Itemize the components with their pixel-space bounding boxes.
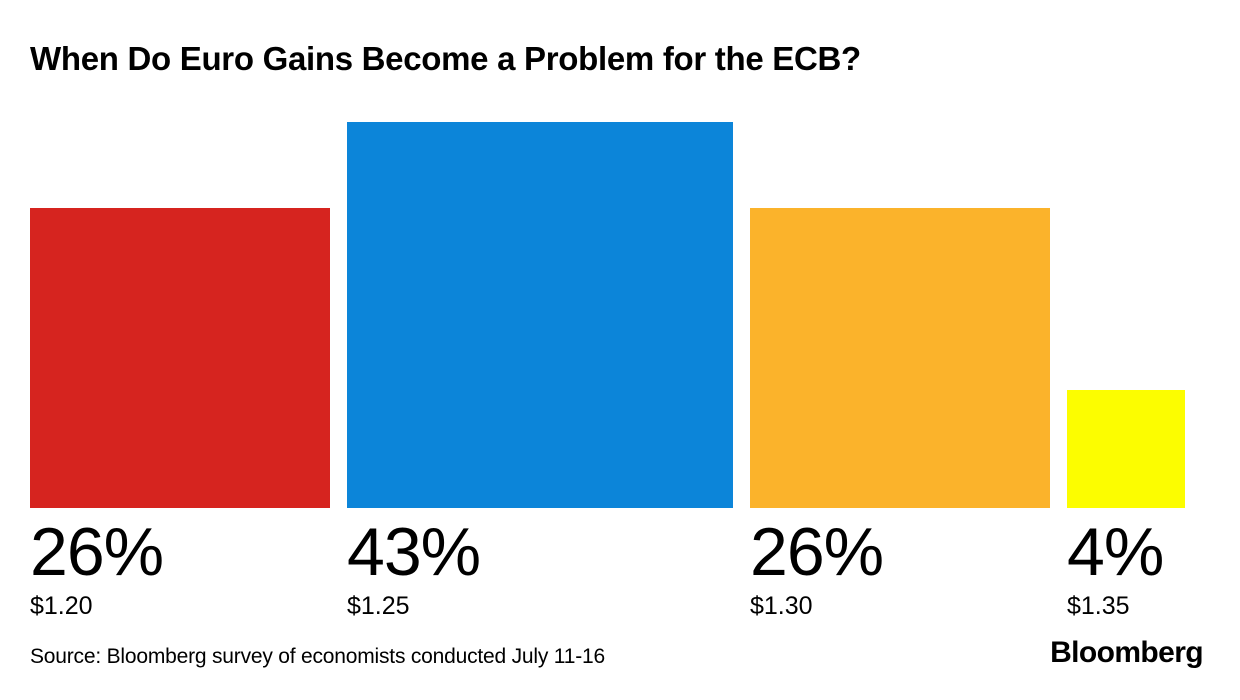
bar-square-1-20 bbox=[30, 208, 330, 508]
bar-labels-1-25: 43% $1.25 bbox=[347, 508, 481, 620]
value-label: 43% bbox=[347, 514, 481, 590]
value-label: 26% bbox=[750, 514, 884, 590]
category-label: $1.20 bbox=[30, 592, 93, 620]
bar-labels-1-30: 26% $1.30 bbox=[750, 508, 884, 620]
value-label: 26% bbox=[30, 514, 164, 590]
category-label: $1.30 bbox=[750, 592, 813, 620]
bar-labels-1-20: 26% $1.20 bbox=[30, 508, 164, 620]
bar-square-1-30 bbox=[750, 208, 1050, 508]
bar-group-1-30: 26% $1.30 bbox=[750, 208, 1050, 619]
bloomberg-logo: Bloomberg bbox=[1050, 636, 1204, 669]
bar-chart: 26% $1.20 43% $1.25 26% $1.30 4% $1.35 bbox=[30, 122, 1185, 619]
chart-title: When Do Euro Gains Become a Problem for … bbox=[30, 40, 861, 77]
category-label: $1.25 bbox=[347, 592, 410, 620]
bar-group-1-25: 43% $1.25 bbox=[347, 122, 733, 619]
bar-group-1-20: 26% $1.20 bbox=[30, 208, 330, 619]
bar-square-1-35 bbox=[1067, 390, 1185, 508]
bar-labels-1-35: 4% $1.35 bbox=[1067, 508, 1164, 620]
source-attribution: Source: Bloomberg survey of economists c… bbox=[30, 645, 605, 668]
bar-square-1-25 bbox=[347, 122, 733, 508]
value-label: 4% bbox=[1067, 514, 1164, 590]
category-label: $1.35 bbox=[1067, 592, 1130, 620]
bar-group-1-35: 4% $1.35 bbox=[1067, 390, 1185, 619]
